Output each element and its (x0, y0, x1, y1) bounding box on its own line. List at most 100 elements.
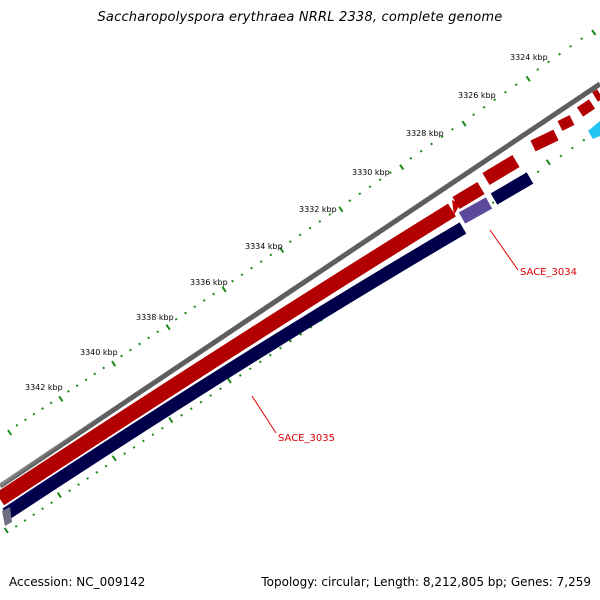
outer-tick-35 (328, 213, 332, 216)
inner-tick-29 (279, 346, 282, 350)
outer-tick-29 (269, 253, 273, 257)
outer-tick-27 (250, 266, 253, 270)
inner-tick-8 (77, 483, 80, 486)
outer-tick-17 (156, 330, 160, 334)
forward-cds-large[interactable] (0, 203, 456, 506)
reverse-cds-start-cap[interactable] (2, 507, 12, 526)
scale-label-3338: 3338 kbp (136, 313, 174, 322)
forward-cds-1[interactable] (452, 181, 485, 210)
outer-tick-16 (147, 336, 151, 340)
inner-tick-16 (151, 433, 155, 436)
outer-tick-44 (419, 149, 423, 153)
inner-tick-26 (248, 367, 252, 371)
outer-tick-51 (493, 98, 497, 102)
outer-tick-50 (482, 105, 486, 109)
inner-tick-11 (104, 464, 108, 468)
inner-tick-12 (111, 455, 117, 462)
inner-tick-3 (32, 513, 36, 516)
outer-tick-14 (129, 348, 132, 352)
forward-cds-6[interactable] (592, 89, 600, 102)
outer-tick-49 (472, 113, 475, 117)
inner-tick-18 (168, 417, 174, 424)
scale-label-3334: 3334 kbp (245, 242, 283, 251)
reverse-strand[interactable] (2, 172, 534, 526)
inner-tick-25 (238, 374, 242, 377)
backbone-ring (0, 81, 600, 489)
outer-tick-55 (536, 68, 540, 71)
inner-tick-22 (209, 394, 213, 397)
outer-tick-33 (308, 226, 312, 230)
outer-tick-43 (409, 156, 413, 160)
inner-tick-15 (142, 439, 145, 443)
accent-cds[interactable] (588, 121, 600, 139)
reverse-cds-large[interactable] (2, 222, 467, 520)
outer-tick-57 (558, 52, 562, 56)
outer-tick-41 (388, 171, 392, 175)
outer-tick-8 (75, 384, 79, 387)
inner-tick-28 (268, 353, 272, 357)
inner-tick-24 (226, 377, 232, 384)
inner-tick-6 (56, 492, 62, 499)
outer-tick-28 (259, 260, 263, 263)
reverse-cds-small[interactable] (458, 197, 493, 224)
inner-tick-23 (219, 387, 222, 391)
outer-tick-9 (84, 378, 88, 382)
inner-tick-arc (3, 130, 597, 534)
inner-tick-7 (68, 489, 71, 493)
outer-tick-42 (399, 164, 405, 171)
inner-tick-5 (50, 501, 53, 505)
inner-tick-13 (123, 452, 127, 456)
inner-tick-27 (258, 360, 262, 364)
outer-tick-23 (212, 292, 215, 296)
gene-label-text-sace-3035[interactable]: SACE_3035 (278, 433, 335, 444)
forward-strand[interactable] (0, 89, 600, 506)
outer-tick-60 (591, 29, 597, 36)
inner-tick-0 (3, 527, 9, 534)
outer-tick-4 (41, 407, 44, 410)
inner-tick-4 (41, 507, 45, 511)
inner-tick-9 (86, 477, 90, 480)
reverse-cds-2[interactable] (490, 172, 534, 205)
outer-tick-21 (193, 305, 197, 309)
outer-tick-47 (451, 127, 454, 131)
outer-tick-54 (525, 75, 531, 82)
scale-label-3332: 3332 kbp (299, 205, 337, 214)
outer-tick-18 (165, 324, 171, 331)
outer-tick-15 (138, 342, 141, 346)
scale-labels: 3324 kbp 3326 kbp 3328 kbp 3330 kbp 3332… (25, 53, 548, 392)
gene-label-sace-3035[interactable]: SACE_3035 (251, 395, 335, 444)
inner-tick-53 (536, 170, 540, 174)
gene-label-text-sace-3034[interactable]: SACE_3034 (520, 267, 577, 278)
genome-summary: Topology: circular; Length: 8,212,805 bp… (261, 575, 591, 589)
scale-label-3328: 3328 kbp (406, 129, 444, 138)
forward-cds-5[interactable] (576, 99, 596, 117)
outer-tick-5 (49, 401, 53, 405)
outer-tick-30 (279, 246, 285, 254)
outer-tick-2 (24, 418, 27, 422)
scale-label-3330: 3330 kbp (352, 168, 390, 177)
forward-cds-3[interactable] (530, 129, 559, 152)
inner-tick-14 (132, 445, 136, 449)
outer-tick-7 (67, 389, 70, 393)
scale-label-3340: 3340 kbp (80, 348, 118, 357)
outer-tick-20 (184, 311, 187, 315)
inner-tick-57 (582, 138, 586, 142)
outer-tick-6 (58, 395, 64, 402)
inner-tick-19 (180, 413, 183, 417)
outer-tick-3 (32, 412, 36, 416)
outer-tick-53 (514, 83, 518, 87)
leader-line-sace-3034 (489, 229, 519, 271)
outer-tick-0 (7, 429, 13, 436)
outer-tick-39 (368, 185, 372, 189)
map-title: Saccharopolyspora erythraea NRRL 2338, c… (97, 10, 503, 25)
inner-tick-31 (299, 332, 303, 336)
forward-cds-2[interactable] (482, 154, 520, 186)
outer-tick-25 (231, 279, 234, 283)
outer-tick-22 (202, 299, 206, 302)
outer-tick-31 (288, 240, 292, 244)
forward-cds-4[interactable] (557, 115, 575, 131)
inner-tick-1 (14, 524, 18, 528)
outer-tick-10 (93, 372, 97, 376)
gene-label-sace-3034[interactable]: SACE_3034 (489, 229, 577, 278)
